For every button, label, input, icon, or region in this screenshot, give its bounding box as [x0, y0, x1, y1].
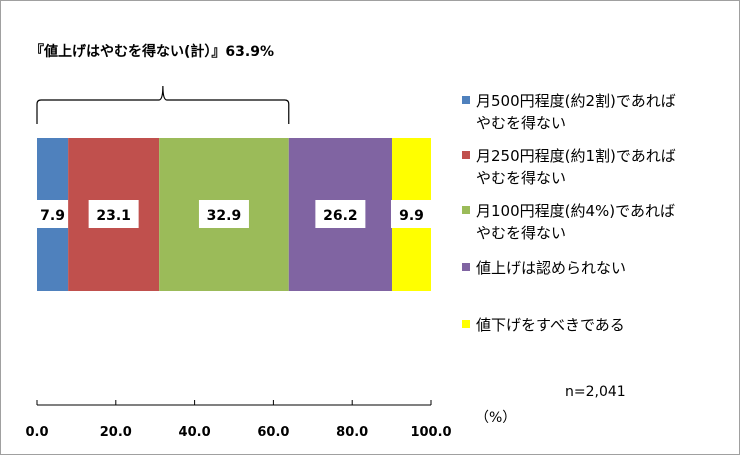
x-tick-label-0: 0.0: [25, 425, 48, 440]
legend-label-1: 月500円程度(約2割)であればやむを得ない: [476, 92, 676, 132]
annotation-label: 『値上げはやむを得ない(計）』63.9%: [30, 43, 274, 60]
data-label-4: 26.2: [323, 208, 358, 224]
legend-swatch-5: [462, 320, 470, 328]
legend-label-3: 月100円程度(約4%)であればやむを得ない: [476, 202, 675, 242]
data-label-box-3: [198, 200, 249, 228]
data-label-3: 32.9: [207, 208, 242, 224]
x-tick-label-1: 20.0: [100, 425, 132, 440]
data-label-2: 23.1: [96, 208, 131, 224]
legend-label-2: 月250円程度(約1割)であればやむを得ない: [476, 147, 676, 187]
legend-label-5: 値下げをすべきである: [476, 316, 625, 334]
data-label-box-2: [88, 200, 139, 228]
legend-swatch-1: [462, 96, 470, 104]
x-tick-label-4: 80.0: [336, 425, 368, 440]
bar-segments: 7.9 23.1 32.9 26.2 9.9: [32, 138, 432, 291]
legend: 月500円程度(約2割)であればやむを得ない月250円程度(約1割)であればやむ…: [462, 92, 676, 334]
data-label-box-5: [390, 200, 432, 228]
legend-swatch-2: [462, 151, 470, 159]
annotation-brace: [36, 85, 290, 124]
data-label-box-1: [32, 200, 74, 228]
data-label-box-4: [315, 200, 366, 228]
sample-size: n=2,041: [565, 384, 626, 400]
x-tick-label-3: 60.0: [257, 425, 289, 440]
data-label-5: 9.9: [399, 208, 424, 224]
x-axis: 0.0 20.0 40.0 60.0 80.0 100.0: [25, 400, 452, 440]
x-axis-unit: （%）: [475, 410, 516, 426]
x-tick-label-5: 100.0: [410, 425, 451, 440]
legend-swatch-4: [462, 263, 470, 271]
legend-label-4: 値上げは認められない: [476, 259, 626, 277]
x-tick-label-2: 40.0: [179, 425, 211, 440]
legend-swatch-3: [462, 206, 470, 214]
data-label-1: 7.9: [40, 208, 65, 224]
